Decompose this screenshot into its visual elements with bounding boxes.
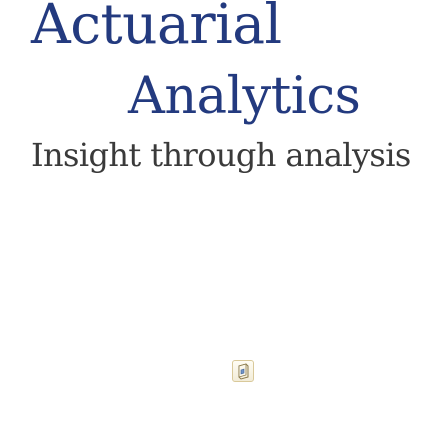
logo: Actuarial Analytics Insight through anal… [0, 0, 426, 190]
tagline: Insight through analysis [31, 136, 411, 174]
missing-plugin-placeholder[interactable] [232, 360, 254, 382]
missing-plugin-icon [238, 363, 249, 380]
logo-word-actuarial: Actuarial [31, 0, 282, 56]
logo-word-analytics: Analytics [128, 67, 361, 126]
